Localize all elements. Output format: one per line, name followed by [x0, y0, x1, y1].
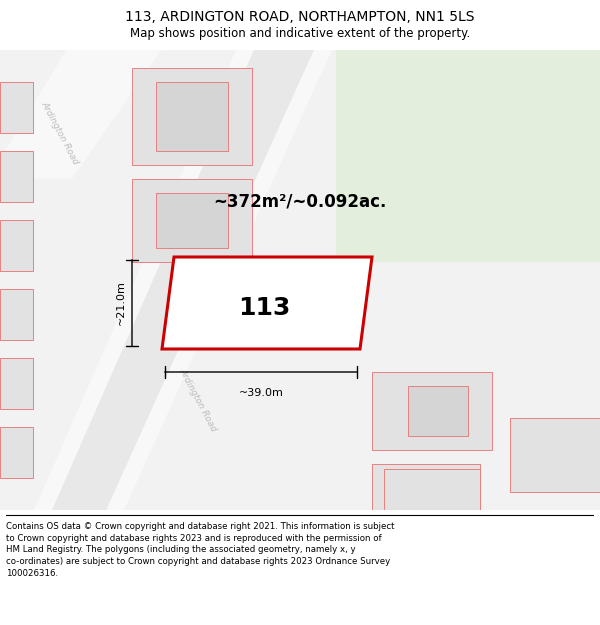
Polygon shape: [372, 372, 492, 450]
Polygon shape: [384, 469, 480, 510]
Polygon shape: [510, 418, 600, 492]
Text: Ardington Road: Ardington Road: [178, 366, 218, 432]
Polygon shape: [0, 289, 33, 340]
Text: ~39.0m: ~39.0m: [239, 388, 283, 398]
Polygon shape: [0, 82, 33, 132]
Text: ~21.0m: ~21.0m: [116, 281, 126, 326]
Polygon shape: [0, 358, 33, 409]
Polygon shape: [408, 386, 468, 436]
Text: Contains OS data © Crown copyright and database right 2021. This information is : Contains OS data © Crown copyright and d…: [6, 522, 395, 578]
Text: Map shows position and indicative extent of the property.: Map shows position and indicative extent…: [130, 27, 470, 40]
Polygon shape: [48, 41, 318, 519]
Text: 113, ARDINGTON ROAD, NORTHAMPTON, NN1 5LS: 113, ARDINGTON ROAD, NORTHAMPTON, NN1 5L…: [125, 10, 475, 24]
Polygon shape: [162, 257, 372, 349]
Polygon shape: [0, 220, 33, 271]
Polygon shape: [156, 82, 228, 151]
Polygon shape: [0, 428, 33, 478]
Polygon shape: [0, 50, 600, 510]
Polygon shape: [132, 179, 252, 262]
Polygon shape: [0, 151, 33, 202]
Polygon shape: [156, 192, 228, 248]
Polygon shape: [372, 464, 480, 514]
Text: Ardington Road: Ardington Road: [40, 99, 80, 166]
Polygon shape: [132, 68, 252, 165]
Text: ~372m²/~0.092ac.: ~372m²/~0.092ac.: [214, 192, 386, 211]
Polygon shape: [336, 50, 600, 262]
Text: 113: 113: [238, 296, 290, 319]
Polygon shape: [30, 41, 336, 519]
Polygon shape: [0, 41, 168, 179]
